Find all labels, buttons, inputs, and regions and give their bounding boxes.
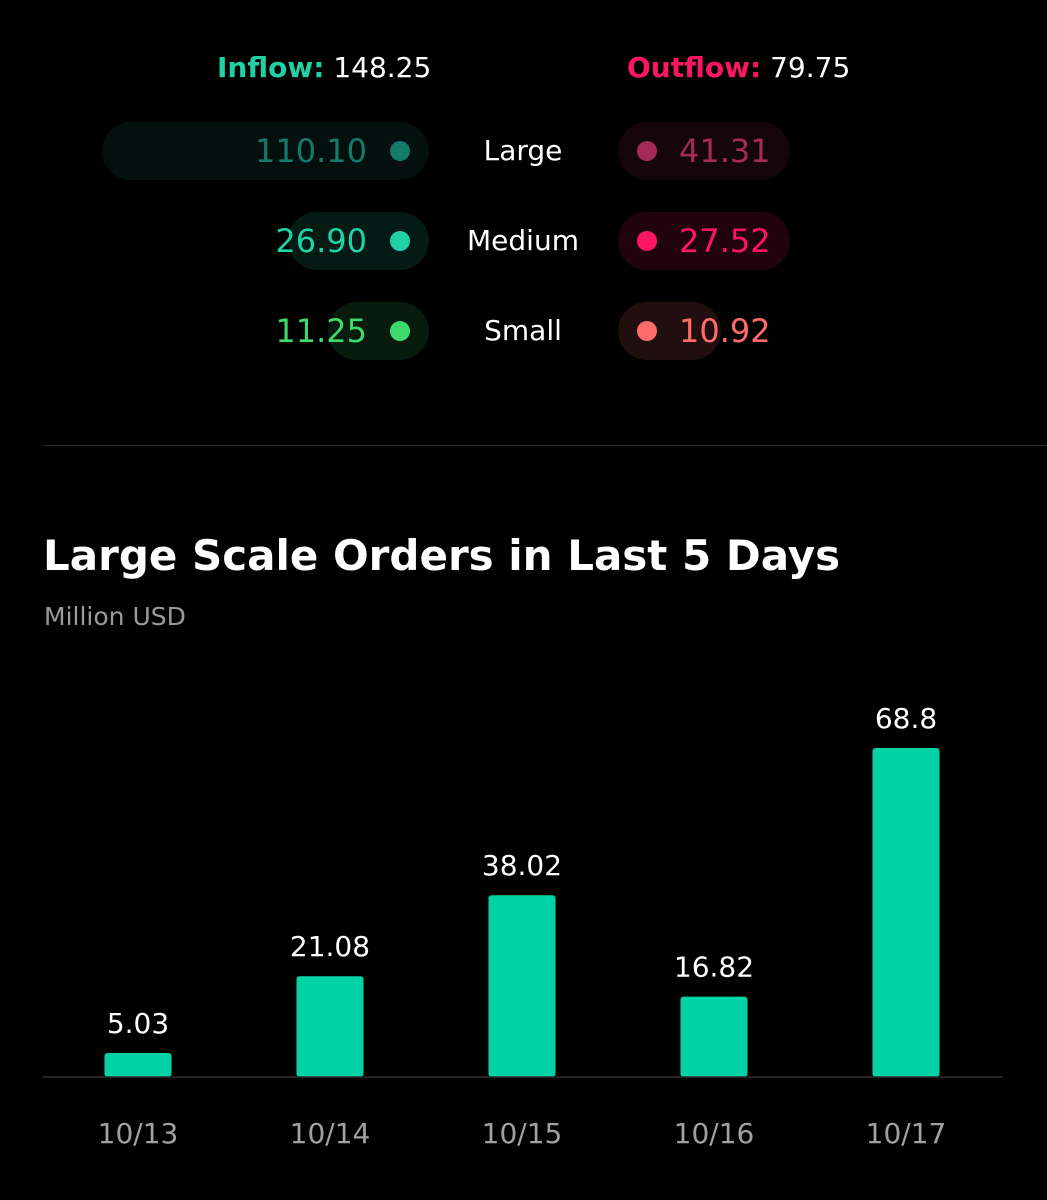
outflow-total: Outflow: 79.75 <box>627 48 850 88</box>
x-tick-label: 10/15 <box>482 1117 563 1150</box>
outflow-dot-large <box>637 141 657 161</box>
flow-row-large: 110.10 Large 41.31 <box>0 122 1047 180</box>
outflow-label: Outflow: <box>627 51 762 84</box>
inflow-dot-large <box>390 141 410 161</box>
chart-title: Large Scale Orders in Last 5 Days <box>43 531 841 580</box>
bar-10-16 <box>680 996 748 1077</box>
x-tick-label: 10/16 <box>674 1117 755 1150</box>
inflow-dot-small <box>390 321 410 341</box>
inflow-value: 148.25 <box>333 51 432 84</box>
flow-row-medium: 26.90 Medium 27.52 <box>0 212 1047 270</box>
outflow-dot-medium <box>637 231 657 251</box>
outflow-value-small: 10.92 <box>679 312 771 350</box>
bar-value-label: 68.8 <box>875 702 937 735</box>
category-label-small: Small <box>484 314 562 347</box>
flow-row-small: 11.25 Small 10.92 <box>0 302 1047 360</box>
inflow-value-small: 11.25 <box>275 312 367 350</box>
bar-value-label: 21.08 <box>290 930 370 963</box>
section-divider <box>43 445 1047 446</box>
bar-10-15 <box>488 895 556 1077</box>
category-label-large: Large <box>483 134 563 167</box>
inflow-bar-large <box>102 122 429 180</box>
inflow-value-large: 110.10 <box>255 132 367 170</box>
x-tick-label: 10/17 <box>866 1117 947 1150</box>
x-tick-label: 10/13 <box>98 1117 179 1150</box>
bar-value-label: 38.02 <box>482 849 562 882</box>
inflow-dot-medium <box>390 231 410 251</box>
bar-10-13 <box>104 1052 172 1077</box>
outflow-bar-small <box>618 302 721 360</box>
bar-10-14 <box>296 976 364 1077</box>
x-tick-label: 10/14 <box>290 1117 371 1150</box>
inflow-total: Inflow: 148.25 <box>217 48 431 88</box>
bar-value-label: 16.82 <box>674 951 754 984</box>
outflow-value-medium: 27.52 <box>679 222 771 260</box>
bar-value-label: 5.03 <box>107 1007 169 1040</box>
chart-unit-label: Million USD <box>44 602 186 631</box>
outflow-value: 79.75 <box>770 51 851 84</box>
bar-10-17 <box>872 748 940 1077</box>
category-label-medium: Medium <box>467 224 579 257</box>
inflow-bar-small <box>327 302 429 360</box>
inflow-label: Inflow: <box>217 51 325 84</box>
outflow-dot-small <box>637 321 657 341</box>
inflow-value-medium: 26.90 <box>275 222 367 260</box>
outflow-value-large: 41.31 <box>679 132 771 170</box>
